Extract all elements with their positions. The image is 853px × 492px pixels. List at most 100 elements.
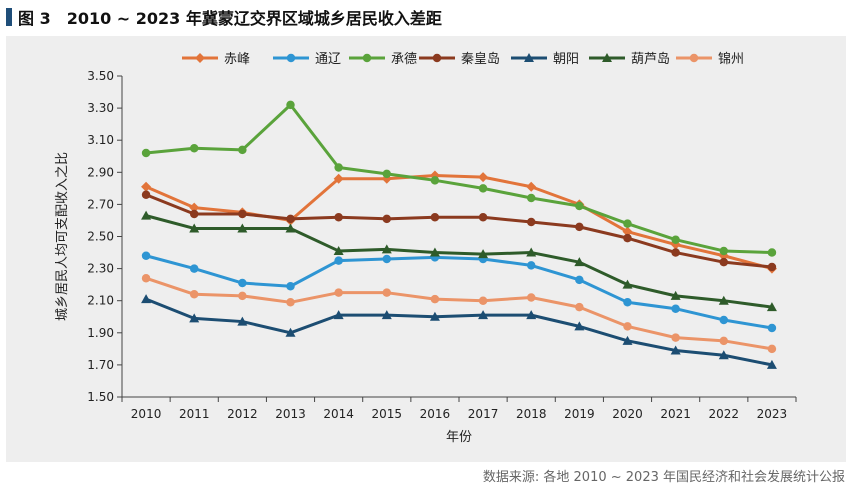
data-point-series-1 <box>334 256 343 265</box>
data-point-series-0 <box>622 226 633 237</box>
y-tick-label: 3.10 <box>87 133 114 147</box>
data-point-series-5 <box>189 223 200 233</box>
legend-label: 通辽 <box>315 52 341 67</box>
data-point-series-2 <box>623 219 632 228</box>
legend-swatch-marker <box>195 53 205 63</box>
data-point-series-5 <box>478 249 489 259</box>
data-point-series-2 <box>719 246 729 256</box>
x-tick-label: 2015 <box>372 407 403 421</box>
data-point-series-2 <box>478 184 488 193</box>
data-point-series-5 <box>622 279 633 289</box>
legend-swatch-marker <box>689 53 699 63</box>
legend-label: 承德 <box>391 52 417 67</box>
data-point-series-2 <box>238 145 247 155</box>
data-point-series-3 <box>478 212 488 222</box>
x-tick-label: 2012 <box>227 407 258 421</box>
data-point-series-4 <box>285 327 296 337</box>
x-tick-label: 2016 <box>420 407 451 421</box>
data-point-series-1 <box>719 315 729 325</box>
data-point-series-5 <box>141 210 152 220</box>
y-tick-label: 2.10 <box>87 294 114 308</box>
data-point-series-4 <box>478 310 489 320</box>
data-point-series-3 <box>430 212 440 222</box>
data-point-series-5 <box>718 295 729 305</box>
data-point-series-1 <box>382 254 392 264</box>
data-point-series-2 <box>526 193 536 203</box>
data-point-series-2 <box>334 163 343 172</box>
data-point-series-1 <box>238 278 247 288</box>
x-tick-label: 2019 <box>564 407 595 421</box>
figure-title-bar: 图 3 2010 ~ 2023 年冀蒙辽交界区域城乡居民收入差距 <box>6 6 442 28</box>
legend-label: 秦皇岛 <box>461 51 500 67</box>
data-point-series-3 <box>526 217 536 227</box>
data-point-series-5 <box>381 244 392 254</box>
y-tick-label: 2.30 <box>87 262 114 276</box>
data-point-series-3 <box>286 214 295 224</box>
x-tick-label: 2023 <box>757 407 788 421</box>
data-point-series-4 <box>526 310 537 320</box>
data-point-series-3 <box>382 214 392 224</box>
y-tick-label: 1.70 <box>87 358 114 372</box>
data-point-series-5 <box>237 223 248 233</box>
x-tick-label: 2020 <box>612 407 643 421</box>
data-point-series-6 <box>238 291 247 301</box>
data-point-series-6 <box>478 296 488 305</box>
x-tick-label: 2017 <box>468 407 499 421</box>
series-line-5 <box>145 214 773 309</box>
data-point-series-3 <box>623 233 632 243</box>
data-point-series-6 <box>767 344 777 354</box>
y-axis-title: 城乡居民人均可支配收入之比 <box>55 152 70 321</box>
legend-label: 朝阳 <box>553 52 579 67</box>
data-point-series-3 <box>141 190 151 200</box>
data-point-series-1 <box>141 251 151 261</box>
y-tick-label: 3.30 <box>87 101 114 115</box>
data-point-series-5 <box>766 302 777 312</box>
data-point-series-0 <box>333 173 344 184</box>
data-point-series-6 <box>623 322 632 331</box>
title-accent-bar <box>6 8 12 26</box>
data-point-series-0 <box>189 202 200 213</box>
x-tick-label: 2010 <box>131 407 162 421</box>
data-point-series-2 <box>286 100 295 110</box>
data-point-series-0 <box>478 172 489 183</box>
x-tick-label: 2018 <box>516 407 547 421</box>
data-point-series-3 <box>767 262 777 272</box>
legend-swatch-marker <box>286 53 296 63</box>
data-point-series-2 <box>671 235 680 244</box>
data-point-series-3 <box>334 212 343 222</box>
data-point-series-5 <box>574 257 585 267</box>
data-point-series-4 <box>622 335 633 345</box>
data-point-series-2 <box>141 148 151 158</box>
data-point-series-6 <box>189 290 199 299</box>
data-point-series-0 <box>526 181 537 192</box>
y-tick-label: 2.50 <box>87 230 114 244</box>
line-chart: 3.50 3.30 3.10 2.90 2.70 2.50 2.30 2.10 1.90 1.70… <box>55 51 797 445</box>
data-point-series-4 <box>766 359 777 369</box>
figure-title: 图 3 2010 ~ 2023 年冀蒙辽交界区域城乡居民收入差距 <box>18 9 442 28</box>
x-tick-label: 2014 <box>323 407 354 421</box>
data-point-series-6 <box>286 298 295 307</box>
data-point-series-6 <box>526 293 536 302</box>
data-point-series-5 <box>333 245 344 255</box>
x-tick-label: 2022 <box>709 407 740 421</box>
data-point-series-1 <box>767 323 777 333</box>
data-point-series-6 <box>430 294 440 304</box>
series-line-4 <box>145 297 773 367</box>
data-point-series-6 <box>382 288 392 297</box>
data-point-series-3 <box>719 257 729 267</box>
data-point-series-6 <box>141 273 151 283</box>
legend-swatch-marker <box>524 53 534 62</box>
data-point-series-4 <box>574 321 585 331</box>
data-point-series-1 <box>189 264 199 273</box>
data-point-series-5 <box>285 223 296 233</box>
data-point-series-1 <box>623 298 632 307</box>
data-point-series-1 <box>286 282 295 291</box>
legend-label: 葫芦岛 <box>631 51 670 67</box>
data-point-series-6 <box>575 302 584 312</box>
x-axis-title: 年份 <box>446 430 472 445</box>
x-tick-label: 2013 <box>275 407 306 421</box>
data-point-series-1 <box>526 261 536 270</box>
data-point-series-3 <box>189 209 199 219</box>
legend-swatch-marker <box>362 53 372 63</box>
data-point-series-1 <box>671 304 680 313</box>
